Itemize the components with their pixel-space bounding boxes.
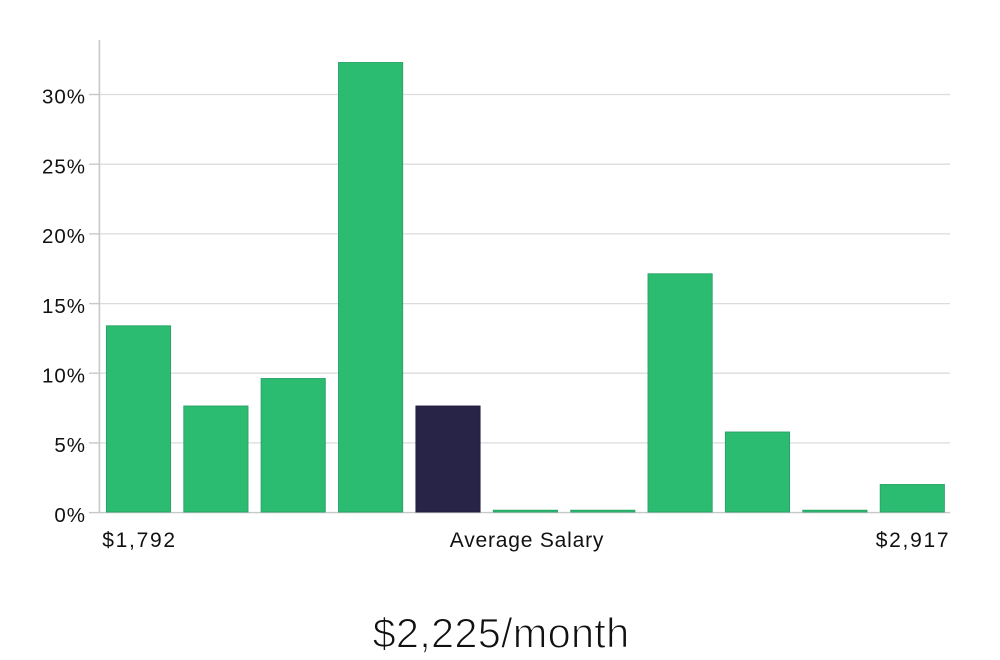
svg-text:15%: 15%: [42, 295, 86, 318]
svg-text:25%: 25%: [42, 155, 86, 178]
svg-text:Average Salary: Average Salary: [450, 529, 604, 552]
svg-text:30%: 30%: [42, 86, 86, 109]
svg-text:$2,225/month: $2,225/month: [373, 610, 630, 657]
svg-text:10%: 10%: [42, 364, 86, 387]
svg-text:5%: 5%: [54, 434, 86, 457]
svg-text:$1,792: $1,792: [102, 529, 176, 552]
svg-text:$2,917: $2,917: [876, 529, 950, 552]
svg-text:20%: 20%: [42, 225, 86, 248]
svg-text:0%: 0%: [54, 504, 86, 527]
